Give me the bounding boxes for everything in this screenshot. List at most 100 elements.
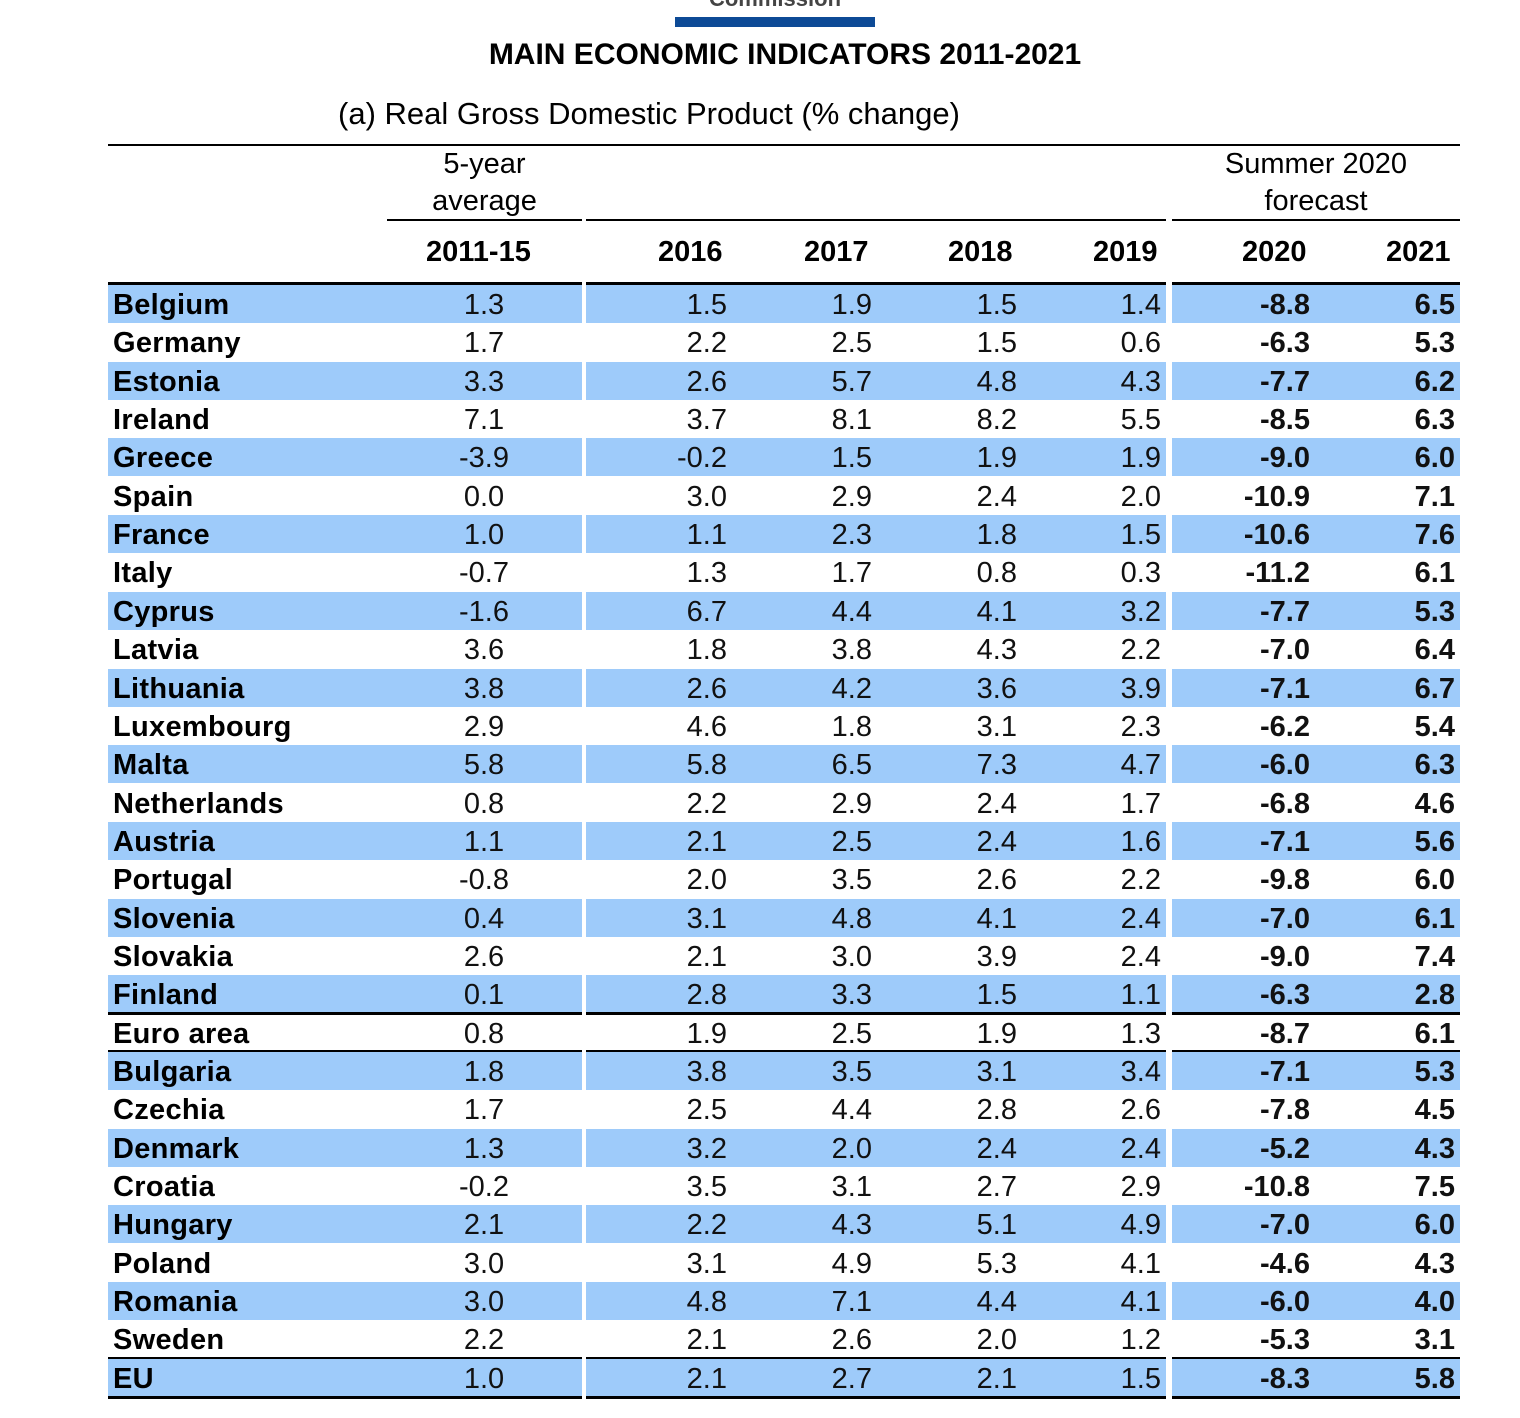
- row-band: [1172, 745, 1460, 784]
- forecast-value: 5.8: [1414, 1362, 1455, 1395]
- value-cell: 2.4: [1120, 940, 1161, 973]
- value-cell: 1.4: [1120, 289, 1161, 321]
- value-cell: 4.6: [686, 710, 727, 743]
- value-cell: 1.5: [1120, 519, 1161, 552]
- row-band: [1172, 1052, 1460, 1090]
- forecast-value: 5.4: [1414, 710, 1455, 743]
- value-cell: 3.1: [831, 1171, 872, 1204]
- value-cell: 1.9: [976, 442, 1017, 475]
- country-name: Latvia: [113, 634, 199, 667]
- row-band: [586, 898, 1166, 937]
- value-cell: 1.7: [463, 327, 505, 360]
- value-cell: 4.8: [831, 902, 872, 935]
- row-band: [586, 975, 1166, 1014]
- value-cell: 3.6: [976, 672, 1017, 705]
- forecast-value: -5.3: [1260, 1324, 1310, 1357]
- group-separator-rule: [586, 1050, 1166, 1053]
- value-cell: 1.0: [463, 1362, 505, 1395]
- row-band: [108, 1358, 582, 1397]
- value-cell: 2.1: [463, 1209, 505, 1242]
- row-band: [1172, 898, 1460, 937]
- value-cell: 7.1: [831, 1286, 872, 1319]
- value-cell: 1.1: [463, 825, 505, 858]
- row-band: [1172, 821, 1460, 860]
- forecast-value: 3.1: [1414, 1324, 1455, 1357]
- row-band: [586, 821, 1166, 860]
- row-band: [108, 515, 582, 554]
- value-cell: 1.9: [686, 1017, 727, 1050]
- value-cell: 2.5: [831, 327, 872, 360]
- value-cell: 1.5: [1120, 1362, 1161, 1395]
- forecast-value: 6.0: [1414, 442, 1455, 475]
- value-cell: 3.9: [976, 940, 1017, 973]
- forecast-value: -10.6: [1243, 519, 1310, 552]
- value-cell: 4.1: [1120, 1286, 1161, 1319]
- table-row: Euro area 0.8 1.9 2.5 1.9 1.3 -8.7 6.1: [108, 1014, 1460, 1052]
- row-band: [108, 745, 582, 784]
- value-cell: 0.8: [463, 787, 505, 820]
- header-avg-group: 5-year average: [387, 146, 582, 220]
- value-cell: 4.8: [686, 1286, 727, 1319]
- row-band: [1172, 591, 1460, 630]
- country-name: France: [113, 519, 210, 552]
- forecast-value: -7.0: [1260, 634, 1310, 667]
- value-cell: 0.0: [463, 480, 505, 513]
- table-row: Croatia -0.2 3.5 3.1 2.7 2.9 -10.8 7.5: [108, 1167, 1460, 1205]
- table-row: Finland 0.1 2.8 3.3 1.5 1.1 -6.3 2.8: [108, 975, 1460, 1014]
- country-name: Spain: [113, 480, 194, 513]
- forecast-value: -9.0: [1260, 442, 1310, 475]
- value-cell: 2.4: [1120, 1132, 1161, 1165]
- row-band: [108, 668, 582, 707]
- row-band: [1172, 1358, 1460, 1397]
- value-cell: 2.8: [976, 1094, 1017, 1127]
- value-cell: 1.8: [976, 519, 1017, 552]
- forecast-value: -6.3: [1260, 327, 1310, 360]
- country-name: Denmark: [113, 1132, 240, 1165]
- value-cell: 0.8: [976, 557, 1017, 590]
- table-row: EU 1.0 2.1 2.7 2.1 1.5 -8.3 5.8: [108, 1358, 1460, 1397]
- logo-text: Commission: [675, 0, 875, 12]
- value-cell: 3.8: [831, 634, 872, 667]
- country-name: Bulgaria: [113, 1056, 232, 1088]
- forecast-value: 4.3: [1414, 1247, 1455, 1280]
- forecast-value: -7.1: [1260, 825, 1310, 858]
- row-band: [108, 1282, 582, 1321]
- value-cell: 3.1: [686, 1247, 727, 1280]
- value-cell: 1.5: [831, 442, 872, 475]
- table-row: Denmark 1.3 3.2 2.0 2.4 2.4 -5.2 4.3: [108, 1128, 1460, 1167]
- country-name: Hungary: [113, 1209, 233, 1242]
- value-cell: 8.2: [976, 404, 1017, 437]
- forecast-value: -6.8: [1260, 787, 1310, 820]
- value-cell: -0.8: [459, 864, 509, 897]
- country-name: Finland: [113, 979, 219, 1012]
- row-band: [108, 591, 582, 630]
- value-cell: 1.9: [831, 289, 872, 321]
- value-cell: 1.3: [1120, 1017, 1161, 1050]
- value-cell: 2.6: [686, 672, 727, 705]
- value-cell: 5.7: [831, 365, 872, 398]
- value-cell: 3.5: [831, 864, 872, 897]
- value-cell: 2.9: [831, 787, 872, 820]
- value-cell: 0.3: [1120, 557, 1161, 590]
- value-cell: 2.9: [831, 480, 872, 513]
- value-cell: 3.1: [686, 902, 727, 935]
- country-name: Luxembourg: [113, 710, 292, 743]
- group-separator-rule: [108, 1012, 582, 1015]
- forecast-value: 5.3: [1414, 1056, 1455, 1088]
- value-cell: 3.4: [1120, 1056, 1161, 1088]
- value-cell: 1.7: [831, 557, 872, 590]
- value-cell: 2.6: [976, 864, 1017, 897]
- forecast-value: -4.6: [1260, 1247, 1310, 1280]
- table-row: Austria 1.1 2.1 2.5 2.4 1.6 -7.1 5.6: [108, 821, 1460, 860]
- value-cell: 1.6: [1120, 825, 1161, 858]
- value-cell: 7.3: [976, 749, 1017, 782]
- value-cell: 1.1: [1120, 979, 1161, 1012]
- value-cell: 2.7: [831, 1362, 872, 1395]
- value-cell: 4.1: [976, 595, 1017, 628]
- value-cell: 1.5: [686, 289, 727, 321]
- table-header-rule: [108, 282, 582, 285]
- value-cell: 2.9: [1120, 1171, 1161, 1204]
- value-cell: 4.3: [1120, 365, 1161, 398]
- row-band: [108, 361, 582, 400]
- value-cell: 3.6: [463, 634, 505, 667]
